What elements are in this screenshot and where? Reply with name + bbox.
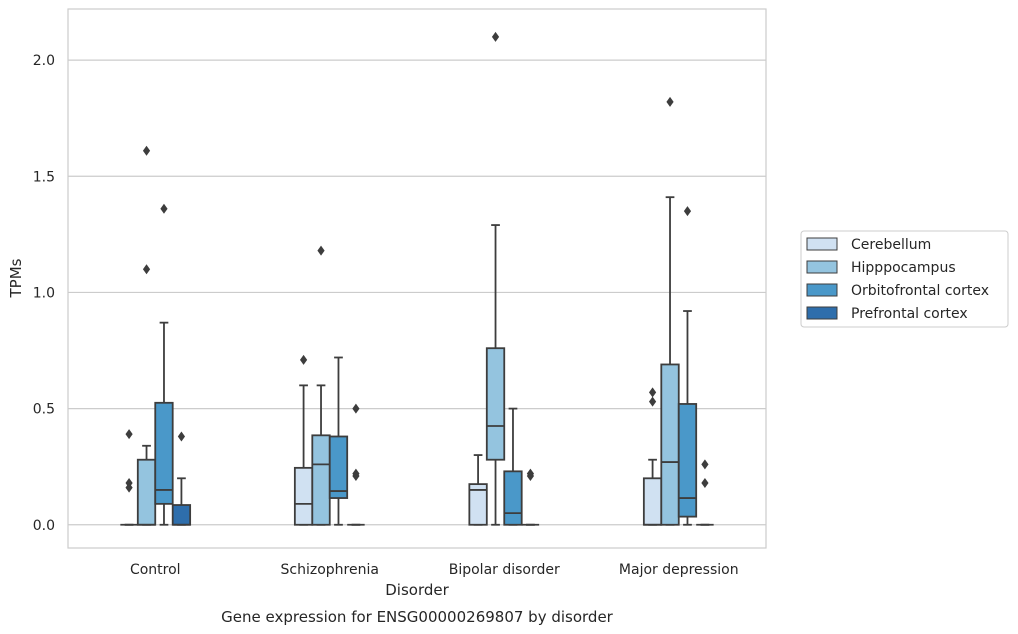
legend-swatch (806, 306, 838, 320)
outlier-point (648, 387, 657, 398)
outlier-point (683, 206, 692, 217)
legend-items: Cerebellum Hipppocampus Orbitofrontal cort… (806, 237, 989, 322)
box-group (154, 203, 174, 526)
box-group (136, 145, 157, 526)
outlier-point (666, 96, 674, 107)
y-tick-label: 0.0 (33, 518, 55, 534)
box-group (677, 206, 698, 526)
box-group (347, 403, 365, 526)
outlier-point (491, 31, 500, 42)
box-group (696, 459, 714, 526)
box (311, 434, 331, 526)
box-group (311, 245, 331, 526)
box (677, 403, 698, 518)
legend: Cerebellum Hipppocampus Orbitofrontal cort… (800, 230, 1009, 328)
chart-caption: Gene expression for ENSG00000269807 by d… (221, 608, 614, 626)
plot-frame (67, 8, 767, 549)
outlier-point (701, 459, 709, 470)
box (154, 401, 174, 505)
box (642, 477, 663, 526)
box-group (120, 429, 138, 526)
box-group (660, 96, 680, 526)
outlier-point (125, 429, 133, 440)
legend-swatch (806, 260, 838, 274)
box (503, 470, 523, 526)
outlier-point (160, 203, 168, 214)
outlier-point (177, 431, 186, 442)
box-group (642, 387, 663, 526)
y-tick-label: 1.0 (33, 285, 55, 301)
legend-label: Cerebellum (851, 237, 931, 253)
y-tick-label: 2.0 (33, 53, 55, 69)
outlier-point (142, 264, 151, 275)
box (171, 504, 192, 526)
box-group (485, 31, 506, 526)
x-axis-label: Disorder (385, 581, 449, 599)
legend-swatch (806, 283, 838, 297)
legend-swatch (806, 237, 838, 251)
x-tick-label: Major depression (619, 562, 739, 578)
x-tick-label: Bipolar disorder (449, 562, 560, 578)
outlier-point (142, 145, 151, 156)
outlier-point (648, 396, 657, 407)
box-group (468, 454, 488, 526)
box-group (328, 356, 349, 526)
outlier-point (299, 354, 308, 365)
box-groups (120, 31, 714, 526)
box-group (503, 407, 523, 526)
box-group (293, 354, 314, 526)
box (485, 347, 506, 461)
outlier-point (701, 477, 709, 488)
box (136, 458, 157, 526)
box (328, 435, 349, 499)
outlier-point (526, 470, 535, 481)
box (468, 483, 488, 526)
x-tick-labels: Control Schizophrenia Bipolar disorder Majo… (130, 562, 739, 578)
x-tick-label: Schizophrenia (281, 562, 379, 578)
y-tick-labels: 0.0 0.5 1.0 1.5 2.0 (33, 53, 55, 534)
y-axis-label: TPMs (7, 258, 25, 298)
outlier-point (352, 403, 360, 414)
outlier-point (317, 245, 325, 256)
x-tick-label: Control (130, 562, 181, 578)
box (293, 466, 314, 526)
box-group (521, 468, 540, 526)
legend-label: Hipppocampus (851, 260, 956, 276)
y-tick-label: 0.5 (33, 402, 55, 418)
legend-label: Orbitofrontal cortex (851, 283, 989, 299)
outlier-point (125, 482, 133, 493)
y-tick-label: 1.5 (33, 169, 55, 185)
outlier-point (352, 470, 360, 481)
box-group (171, 431, 192, 526)
box (660, 363, 680, 526)
legend-label: Prefrontal cortex (851, 306, 968, 322)
legend-frame (800, 230, 1009, 328)
